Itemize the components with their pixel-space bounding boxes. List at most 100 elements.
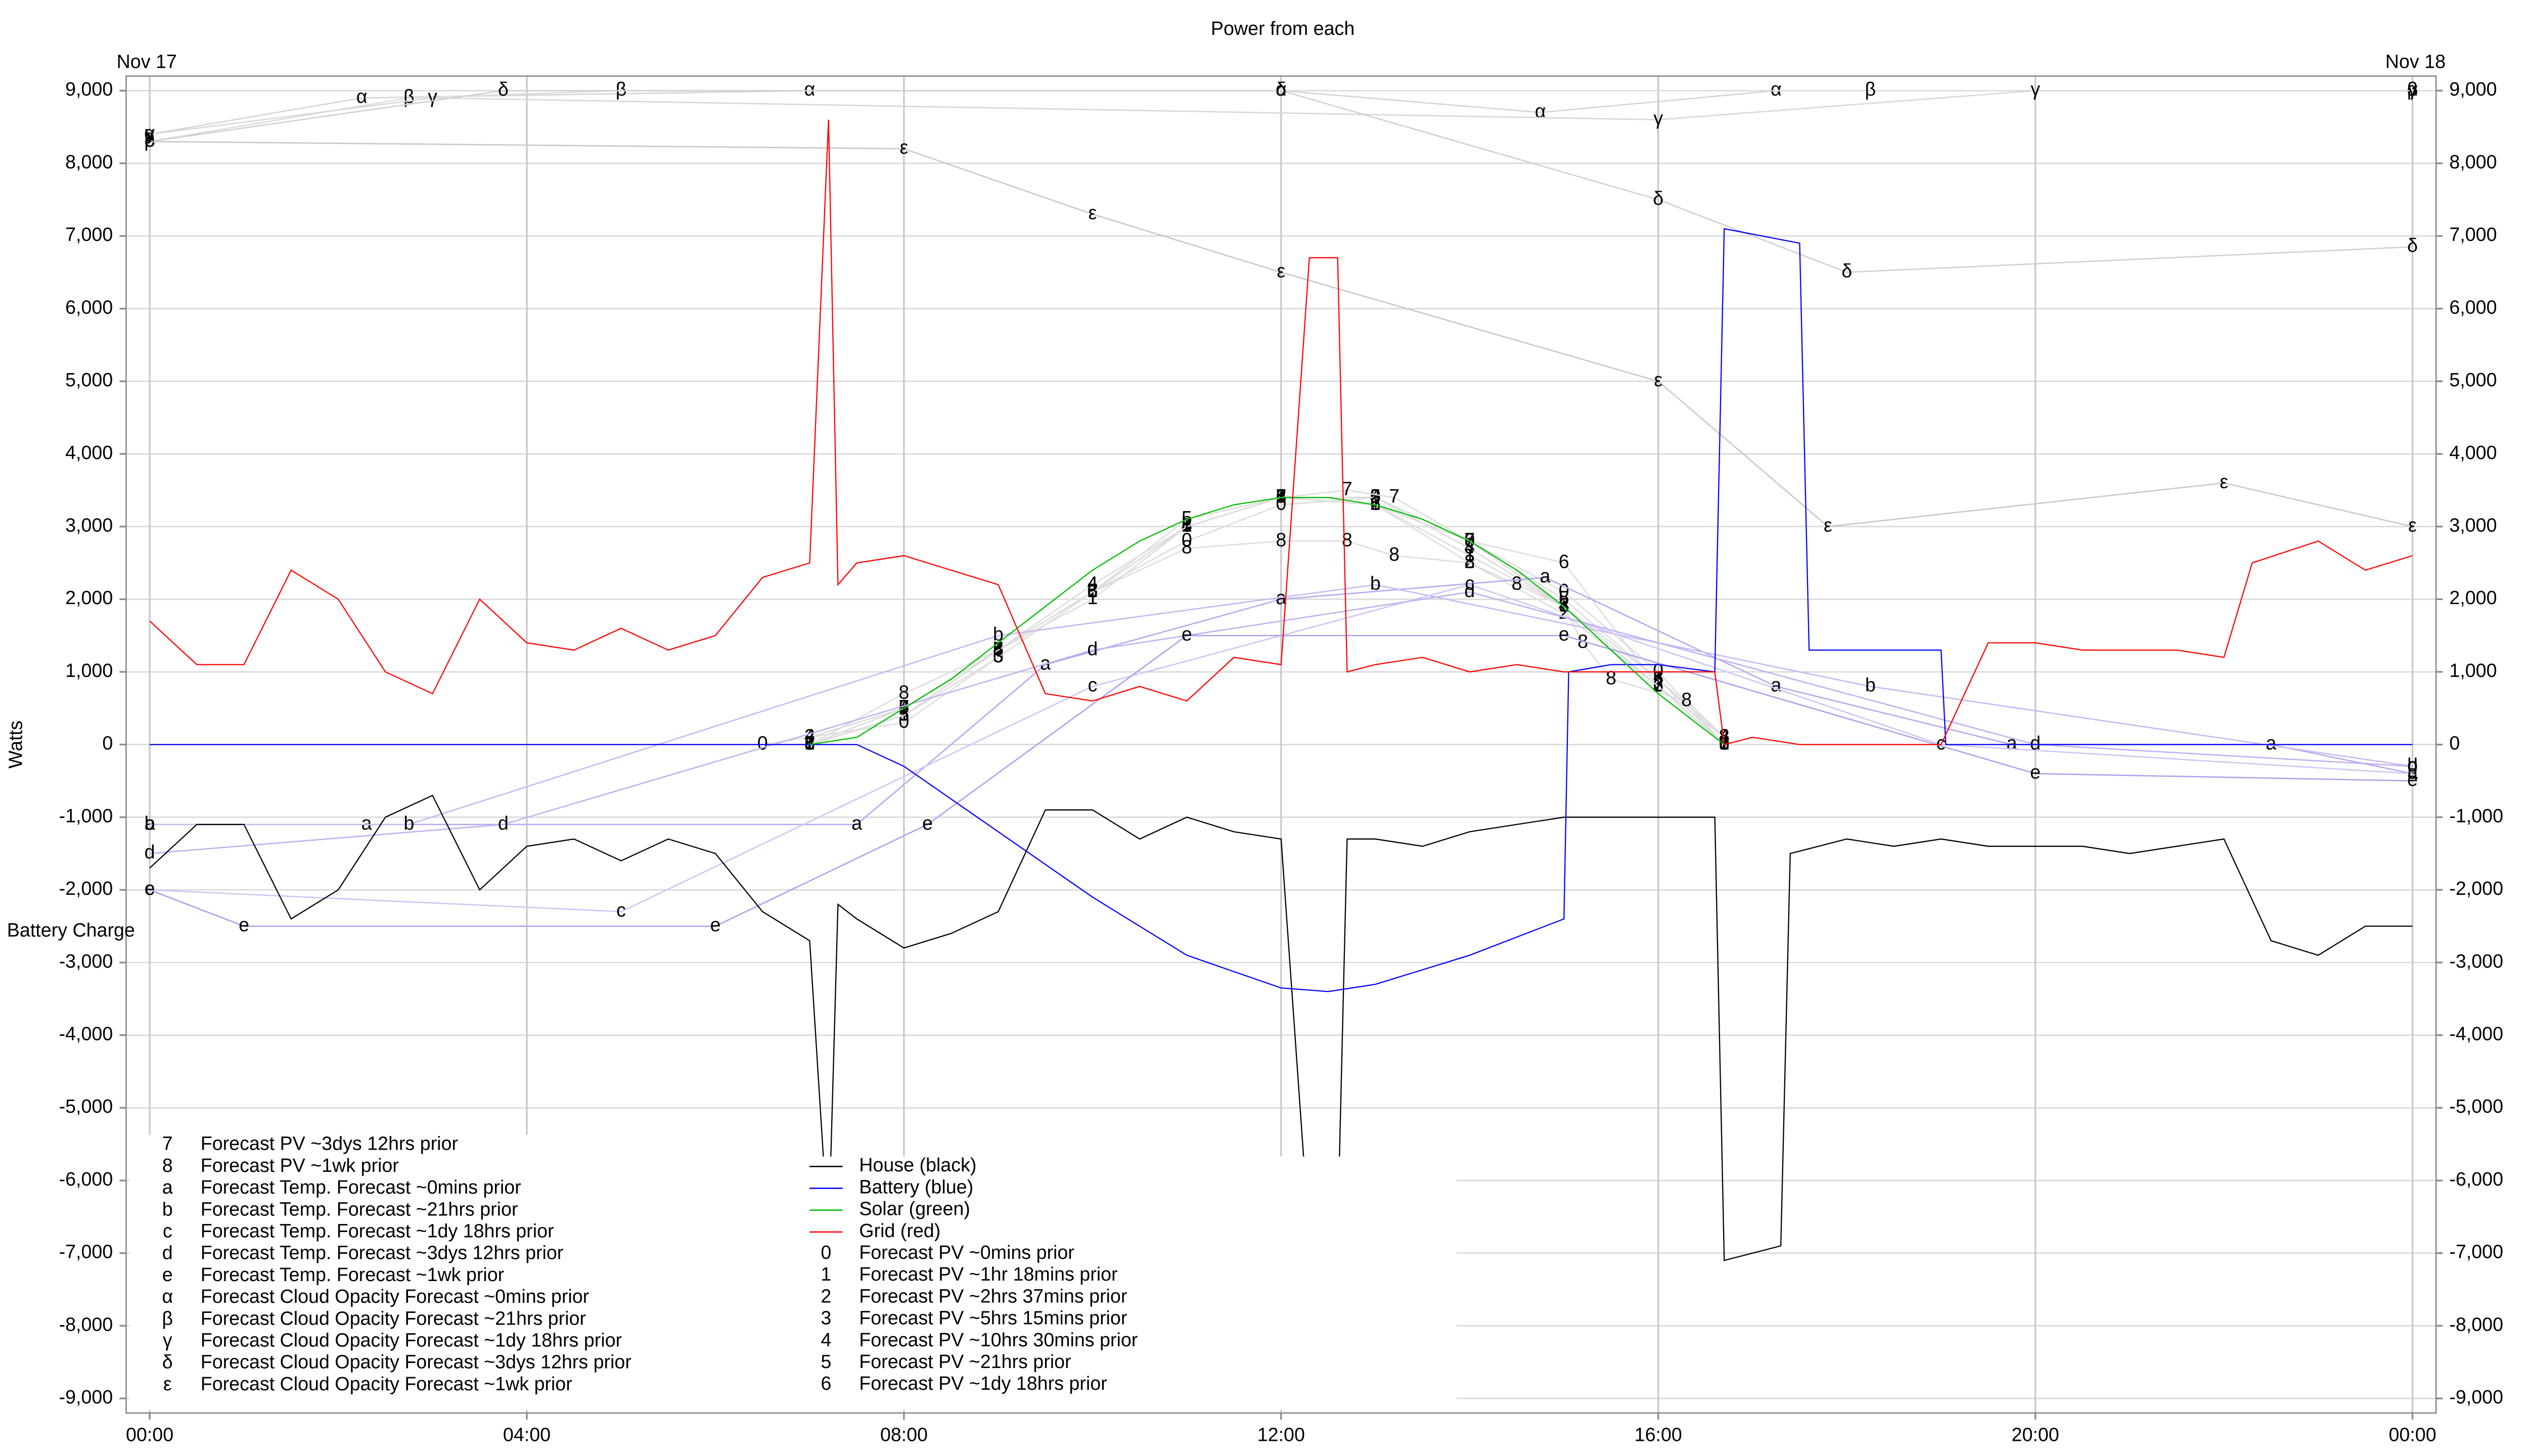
series-marker: 2 [898,696,909,717]
y2-tick-label: -7,000 [2449,1241,2503,1262]
legend-label: Forecast PV ~0mins prior [859,1242,1074,1263]
legend-box [794,1156,1457,1410]
series-marker: 0 [993,645,1004,666]
x-tick-label: 20:00 [2012,1424,2059,1445]
y-tick-label: -9,000 [59,1386,113,1407]
series-marker: 4 [898,696,909,717]
chart-title: Power from each [1211,18,1355,39]
series-marker: 5 [1464,529,1475,550]
series-marker: 4 [804,725,815,746]
y2-tick-label: 5,000 [2449,369,2497,390]
series-marker: b [1865,674,1876,696]
series-marker: 0 [757,733,768,754]
series-line [149,89,2413,273]
series-marker: e [1182,623,1192,645]
series-marker: 2 [1653,674,1663,696]
series-marker: δ [2407,235,2418,256]
series-marker: 8 [1182,536,1192,558]
series-marker: δ [1276,78,1286,100]
series-marker: 3 [1370,485,1381,507]
series-marker: 0 [1087,580,1098,601]
series-marker: b [403,812,414,834]
y-tick-label: -1,000 [59,805,113,826]
series-marker: d [2030,733,2041,754]
series-marker: 7 [1653,674,1663,696]
legend-label: Forecast Cloud Opacity Forecast ~21hrs p… [201,1307,586,1329]
series-marker: 2 [1087,580,1098,601]
series-marker: c [1088,674,1097,696]
legend-label: Solar (green) [859,1198,970,1219]
series-marker: γ [145,122,155,143]
series-marker: ε [1824,515,1832,536]
y-tick-label: -3,000 [59,950,113,972]
y-tick-label: 6,000 [65,296,113,317]
legend-label: House (black) [859,1154,976,1175]
series-line [762,496,1725,746]
series-marker: a [851,812,862,834]
legend-symbol: e [162,1264,173,1285]
series-marker: 8 [898,681,909,703]
series-marker: 1 [1182,515,1192,536]
series-marker: 0 [1464,529,1475,550]
x-tick-label: 00:00 [2388,1424,2436,1445]
series-marker: ε [900,136,909,158]
series-marker: e [710,914,720,935]
series-marker: 1 [993,638,1004,659]
series-marker: b [993,623,1004,645]
series-marker: 4 [1370,485,1381,507]
y-tick-label: -6,000 [59,1168,113,1190]
y2-tick-label: 6,000 [2449,296,2497,317]
series-marker: α [1276,78,1287,100]
series-marker: 7 [993,638,1004,659]
series-marker: a [1771,674,1781,696]
series-marker: 6 [898,696,909,717]
legend-label: Forecast PV ~1wk prior [201,1155,399,1176]
y2-tick-label: -3,000 [2449,950,2503,972]
legend-label: Forecast PV ~1dy 18hrs prior [859,1373,1107,1394]
y2-tick-label: -8,000 [2449,1313,2503,1335]
series-marker: γ [2408,78,2417,100]
series-marker: α [2407,78,2418,100]
series-marker: δ [1841,260,1852,282]
legend-label: Forecast Temp. Forecast ~0mins prior [201,1176,521,1198]
series-line [149,119,2413,746]
series-marker: 3 [1276,485,1286,507]
y-axis-title: Watts [5,720,26,768]
series-marker: 3 [804,733,815,754]
y-tick-label: 9,000 [65,78,113,100]
series-marker: c [1936,733,1946,754]
series-marker: d [1464,580,1475,601]
legend-label: Battery (blue) [859,1176,973,1197]
series-marker: 8 [1719,725,1730,746]
y-tick-label: 4,000 [65,442,113,463]
y2-tick-label: 2,000 [2449,587,2497,608]
series-marker: d [498,812,509,834]
legend-symbol: b [162,1198,173,1219]
series-marker: α [356,86,368,107]
y2-tick-label: -1,000 [2449,805,2503,826]
y-tick-label: 3,000 [65,515,113,536]
series-marker: c [1465,572,1474,594]
series-marker: a [1540,565,1550,586]
series-marker: 5 [1370,485,1381,507]
series-marker: 5 [993,638,1004,659]
legend-symbol: α [162,1286,173,1307]
series-marker: ε [1654,369,1662,390]
series-marker: 2 [993,638,1004,659]
series-marker: 6 [993,638,1004,659]
series-marker: α [1771,78,1782,100]
legend-label: Grid (red) [859,1220,940,1241]
series-marker: ε [2220,471,2228,492]
series-marker: 7 [1087,580,1098,601]
series-marker: e [145,878,155,899]
y2-tick-label: 7,000 [2449,224,2497,245]
series-marker: d [1087,638,1098,659]
legend-label: Forecast Temp. Forecast ~3dys 12hrs prio… [201,1242,564,1263]
series-marker: 8 [1559,595,1569,616]
series-marker: 8 [1606,667,1616,688]
series-marker: 8 [1464,551,1475,572]
axes: -9,000 -9,000 -8,000 -8,000 -7,000 -7,000 -6,0… [7,51,2503,1445]
series-marker: 6 [1182,515,1192,536]
series-marker: 5 [1559,587,1569,608]
series-marker: 6 [1653,674,1663,696]
